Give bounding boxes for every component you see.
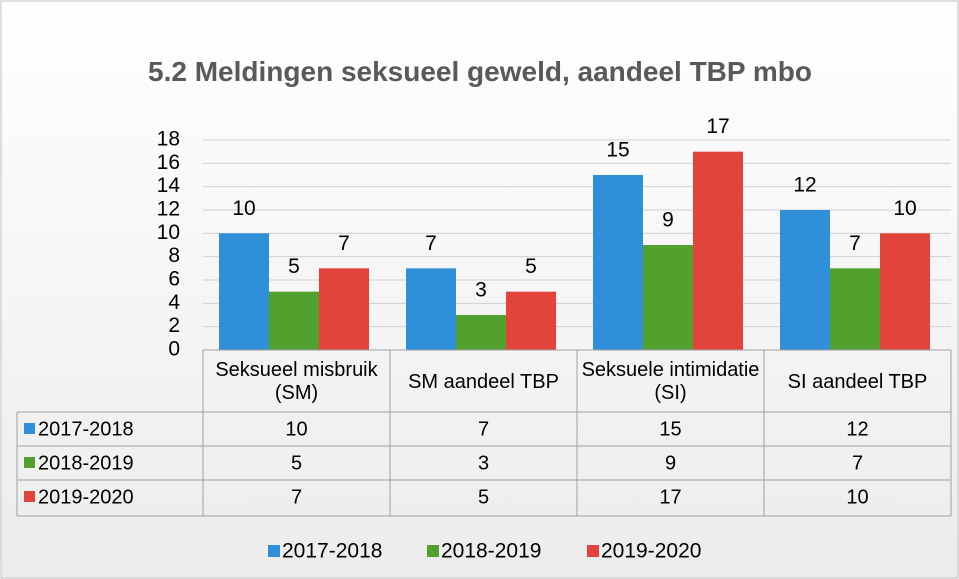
category-label: Seksueel misbruik (SM)	[215, 359, 378, 404]
category-label-box: SM aandeel TBP	[408, 370, 559, 393]
data-label: 3	[475, 279, 487, 302]
bar	[693, 151, 743, 350]
bar	[506, 291, 556, 350]
bar	[219, 233, 269, 350]
table-cell: 7	[852, 452, 863, 474]
bar	[643, 245, 693, 350]
table-cell: 3	[478, 452, 489, 474]
y-tick-label: 4	[168, 291, 180, 314]
data-label: 7	[338, 232, 350, 255]
y-tick-label: 18	[157, 128, 180, 151]
legend-label: 2017-2018	[282, 540, 382, 563]
data-label: 12	[793, 174, 816, 197]
table-cell: 15	[659, 418, 681, 440]
table-cell: 7	[478, 418, 489, 440]
table-cell: 5	[291, 452, 302, 474]
category-label-box: Seksuele intimidatie (SI)	[581, 359, 760, 404]
table-cell: 17	[659, 486, 681, 508]
y-tick-label: 6	[168, 268, 180, 291]
y-tick-label: 0	[168, 338, 180, 361]
bar	[456, 315, 506, 350]
legend-key	[24, 457, 35, 468]
table-cell: 10	[846, 486, 868, 508]
bar	[319, 268, 369, 350]
y-tick-label: 14	[157, 174, 181, 197]
legend-key	[268, 545, 280, 557]
table-row-header: 2019-2020	[38, 486, 134, 508]
table-row-header: 2017-2018	[38, 418, 134, 440]
table-cell: 5	[478, 486, 489, 508]
bar	[830, 268, 880, 350]
table-cell: 12	[846, 418, 868, 440]
legend-key	[24, 491, 35, 502]
bar	[593, 175, 643, 350]
y-tick-label: 12	[157, 198, 180, 221]
data-label: 7	[849, 232, 861, 255]
category-label-box: SI aandeel TBP	[787, 370, 928, 393]
data-label: 7	[425, 232, 437, 255]
legend-key	[587, 545, 599, 557]
category-label: Seksuele intimidatie (SI)	[581, 359, 760, 404]
category-label-box: Seksueel misbruik (SM)	[215, 359, 378, 404]
bar	[269, 291, 319, 350]
bar	[880, 233, 930, 350]
data-label: 15	[606, 139, 629, 162]
legend-label: 2018-2019	[441, 540, 541, 563]
data-label: 10	[893, 197, 916, 220]
bar	[780, 210, 830, 350]
category-label: SM aandeel TBP	[408, 370, 559, 393]
y-tick-label: 10	[157, 221, 180, 244]
table-cell: 7	[291, 486, 302, 508]
y-tick-label: 16	[157, 151, 180, 174]
table-cell: 9	[665, 452, 676, 474]
table-cell: 10	[285, 418, 307, 440]
legend-key	[427, 545, 439, 557]
category-label: SI aandeel TBP	[787, 370, 928, 393]
table-row-header: 2018-2019	[38, 452, 134, 474]
legend-key	[24, 423, 35, 434]
data-label: 5	[288, 255, 300, 278]
y-tick-label: 8	[168, 244, 180, 267]
y-tick-label: 2	[168, 314, 180, 337]
chart-title-box: 5.2 Meldingen seksueel geweld, aandeel T…	[148, 55, 812, 87]
data-label: 17	[706, 115, 729, 138]
data-label: 10	[232, 197, 255, 220]
data-label: 9	[662, 209, 674, 232]
legend-label: 2019-2020	[601, 540, 701, 563]
data-label: 5	[525, 255, 537, 278]
chart-title: 5.2 Meldingen seksueel geweld, aandeel T…	[148, 55, 812, 87]
bar	[406, 268, 456, 350]
